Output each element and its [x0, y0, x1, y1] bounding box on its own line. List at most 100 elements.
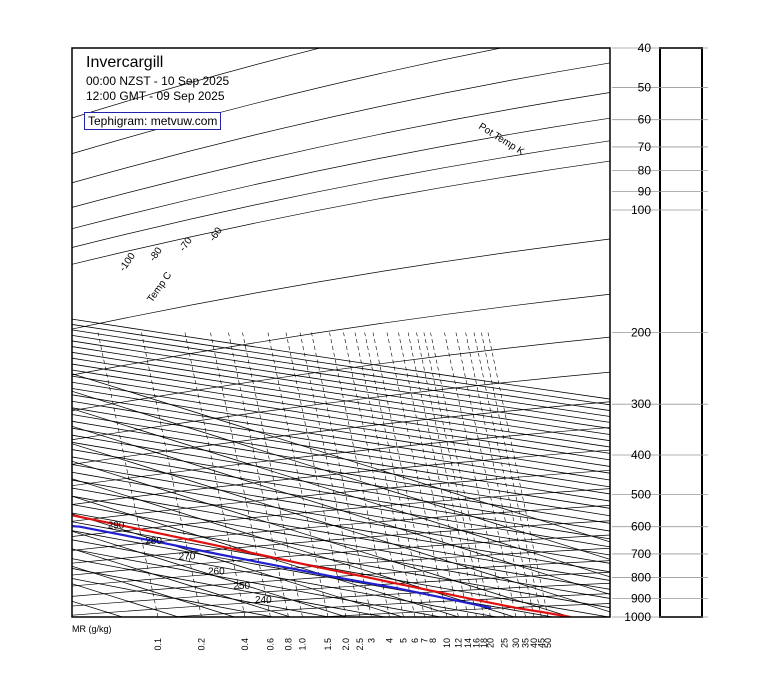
theta-label: 270: [179, 552, 196, 563]
isobar-line: [72, 371, 610, 441]
gmt-time: 12:00 GMT - 09 Sep 2025: [86, 89, 225, 103]
mixing-ratio-line: [372, 332, 434, 617]
isobar-line: [72, 560, 610, 597]
isobar-line: [72, 293, 610, 376]
pressure-label: 600: [631, 520, 651, 534]
mixing-ratio-label: 25: [500, 638, 510, 648]
plot-frame: [71, 47, 611, 618]
mixing-ratio-label: 1.0: [297, 638, 307, 651]
mixing-ratio-label: 12: [453, 638, 463, 648]
dry-adiabat-line: [72, 530, 553, 617]
local-time: 00:00 NZST - 10 Sep 2025: [86, 74, 230, 88]
mixing-ratio-line: [398, 332, 459, 617]
grid-labels: 240 250 260 270 280 290 Pot Temp K -100 -80 -70 -6…: [108, 121, 527, 606]
dry-adiabat-line: [72, 464, 610, 556]
isotherm-line: [72, 478, 515, 617]
isobar-line: [72, 140, 610, 248]
dry-adiabat-line: [72, 479, 610, 573]
dry-adiabat-line: [72, 495, 610, 590]
mixing-ratio-label: 1.5: [323, 638, 333, 651]
theta-label: 240: [255, 595, 272, 606]
mixing-ratio-label: 0.1: [153, 638, 163, 651]
pressure-label: 700: [631, 547, 651, 561]
isotherm-line: [72, 443, 610, 613]
pressure-label: 80: [638, 164, 652, 178]
isobar-line: [72, 534, 610, 576]
isotherm-line: [72, 513, 403, 617]
mixing-ratio-label: 6: [410, 638, 420, 643]
dry-adiabat-line: [72, 558, 385, 617]
mixing-ratio-line: [473, 332, 535, 617]
theta-label: 260: [208, 566, 225, 577]
pressure-label: 300: [631, 397, 651, 411]
mixing-ratio-axis: MR (g/kg)0.1 0.2 0.4 0.6 0.8 1.0 1.5 2.0 2.5 3 4 5 6…: [72, 624, 553, 651]
isotherm-label: -60: [207, 225, 225, 244]
dry-adiabat-line: [72, 441, 610, 532]
temp-axis-label: Temp C: [145, 270, 174, 305]
isobar-line: [72, 160, 610, 265]
isotherm-label: -80: [147, 245, 165, 264]
isobar-line: [72, 401, 610, 465]
isobar-line: [72, 504, 610, 551]
isobar-grid: [72, 48, 610, 617]
isobar-line: [72, 92, 610, 208]
dry-adiabat-line: [72, 504, 610, 599]
mixing-ratio-label: 50: [543, 638, 553, 648]
pressure-label: 400: [631, 448, 651, 462]
isobar-line: [72, 571, 610, 607]
mixing-ratio-label: 5: [399, 638, 409, 643]
isobar-line: [72, 469, 610, 522]
theta-label: 280: [145, 536, 162, 547]
theta-label: 250: [233, 581, 250, 592]
dry-adiabat-line: [72, 487, 610, 581]
dry-adiabat-line: [72, 456, 610, 548]
isotherm-label: -100: [117, 251, 138, 274]
mixing-ratio-label: 0.8: [283, 638, 293, 651]
isotherm-line: [0, 48, 10, 617]
isobar-line: [72, 62, 610, 184]
mixing-ratio-label: 14: [463, 638, 473, 648]
dry-adiabat-line: [72, 512, 610, 609]
isotherm-line: [72, 495, 459, 617]
isobar-line: [72, 48, 503, 154]
isobar-line: [72, 117, 610, 230]
mixing-ratio-label: 0.4: [240, 638, 250, 651]
mixing-ratio-label: 2.0: [341, 638, 351, 651]
mixing-ratio-label: 45: [536, 638, 546, 648]
mixing-ratio-label: 35: [521, 638, 531, 648]
dry-adiabat-line: [72, 449, 610, 540]
isotherm-line: [72, 548, 291, 617]
mixing-ratio-label: 16: [471, 638, 481, 648]
mixing-ratio-label: 20: [485, 638, 495, 648]
mixing-ratio-line: [430, 332, 491, 617]
dry-adiabat-line: [72, 434, 610, 524]
mixing-ratio-label: 18: [479, 638, 489, 648]
mixing-ratio-label: 7: [420, 638, 430, 643]
mixing-ratio-label: 0.2: [196, 638, 206, 651]
isobar-line: [72, 520, 610, 564]
dewpoint-line: [72, 525, 492, 609]
isobar-line: [72, 488, 610, 537]
dry-adiabat-line: [72, 568, 329, 617]
pressure-label: 900: [631, 591, 651, 605]
isobar-line: [72, 336, 610, 411]
dry-adiabat-line: [72, 329, 610, 411]
isobar-line: [166, 593, 610, 617]
temperature-line: [72, 514, 571, 617]
credit-link[interactable]: Tephigram: metvuw.com: [84, 112, 222, 130]
sounding-series: [72, 514, 571, 617]
pressure-label: 70: [638, 140, 652, 154]
mixing-ratio-label: 4: [384, 638, 394, 643]
pressure-axis: 40 50 60 70 80 90 100 200 300 400 500 600 700 800 900 1…: [612, 41, 708, 624]
pressure-label: 800: [631, 571, 651, 585]
mixing-ratio-label: 0.6: [265, 638, 275, 651]
potential-temperature-grid: [72, 318, 610, 617]
pressure-label: 500: [631, 487, 651, 501]
dry-adiabat-line: [72, 318, 610, 400]
theta-label: 290: [108, 520, 125, 531]
pressure-label: 50: [638, 80, 652, 94]
isobar-line: [72, 449, 610, 505]
mixing-ratio-line: [97, 332, 159, 617]
pressure-label: 200: [631, 326, 651, 340]
isotherm-label: -70: [177, 235, 195, 254]
